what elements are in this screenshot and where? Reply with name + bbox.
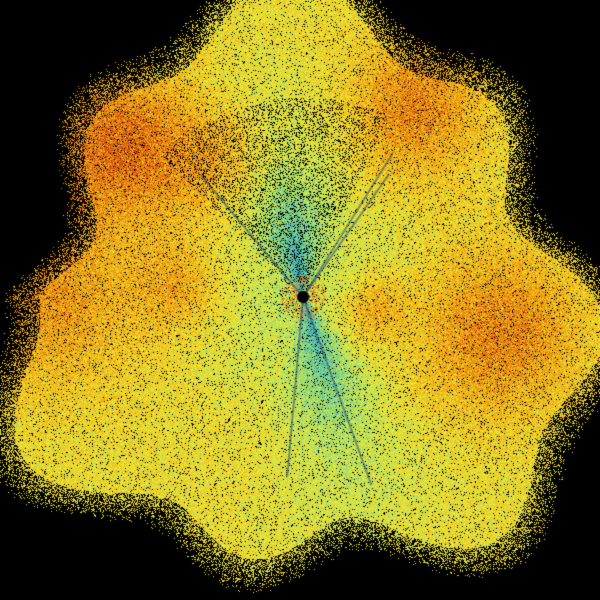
radar-canvas xyxy=(0,0,600,600)
radar-image xyxy=(0,0,600,600)
